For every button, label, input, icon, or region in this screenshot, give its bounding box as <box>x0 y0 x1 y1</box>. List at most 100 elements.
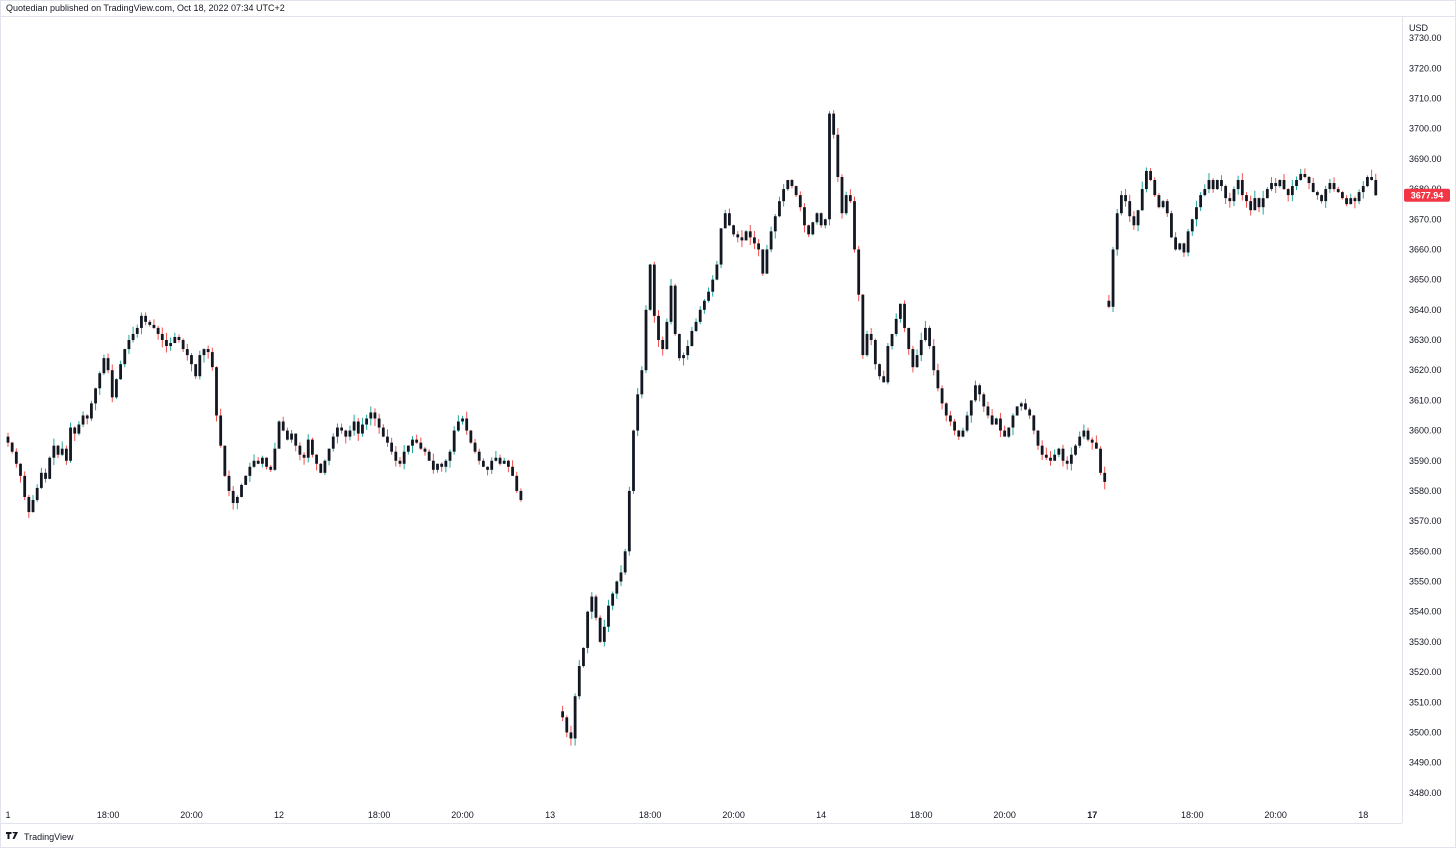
candle-body <box>64 448 68 461</box>
candle-body <box>1240 180 1244 196</box>
price-tick-label: 3590.00 <box>1409 456 1442 466</box>
time-tick-label: 18:00 <box>1181 810 1204 820</box>
price-tick-label: 3530.00 <box>1409 637 1442 647</box>
candle-body <box>1178 243 1182 250</box>
candle-body <box>1157 195 1161 208</box>
candle-body <box>994 418 998 425</box>
candle-body <box>915 355 919 368</box>
candle-body <box>1132 216 1136 226</box>
candle-body <box>936 370 940 389</box>
candle-body <box>1345 198 1348 205</box>
candle-body <box>661 340 665 350</box>
candle-body <box>323 460 327 473</box>
candle-body <box>652 264 656 316</box>
candle-body <box>865 333 869 356</box>
candle-body <box>736 234 740 238</box>
time-tick-label: 20:00 <box>180 810 203 820</box>
candle-body <box>19 463 22 476</box>
candle-body <box>665 321 669 350</box>
candle-body <box>773 216 777 232</box>
candle-body <box>1295 180 1298 187</box>
candle-body <box>1107 300 1111 307</box>
candle-body <box>919 340 923 356</box>
candle-body <box>23 475 27 497</box>
publisher-attribution: Quotedian published on TradingView.com, … <box>6 3 285 13</box>
candle-body <box>169 343 173 347</box>
candle-body <box>853 201 856 250</box>
candle-body <box>894 318 898 334</box>
candle-body <box>1170 213 1173 238</box>
candle-body <box>252 460 256 467</box>
candlestick-series <box>6 110 1378 746</box>
candle-body <box>415 439 419 443</box>
candle-body <box>1207 180 1211 190</box>
price-tick-label: 3610.00 <box>1409 395 1442 405</box>
candle-body <box>181 340 185 350</box>
candle-body <box>573 696 577 739</box>
candle-body <box>315 454 318 464</box>
price-axis[interactable]: USD 3480.003490.003500.003510.003520.003… <box>1402 17 1455 823</box>
candle-body <box>1253 198 1257 211</box>
price-tick-label: 3640.00 <box>1409 305 1442 315</box>
candle-body <box>156 327 160 334</box>
candle-body <box>1174 237 1177 250</box>
time-tick-label: 18:00 <box>368 810 391 820</box>
candle-body <box>1119 195 1123 214</box>
candle-body <box>828 113 831 220</box>
candle-body <box>607 605 610 627</box>
candle-body <box>1303 173 1307 177</box>
price-tick-label: 3700.00 <box>1409 124 1442 134</box>
time-axis[interactable]: 1 18:00 20:00 12 18:00 20:00 13 18:00 20:00 14 18:… <box>0 804 1402 823</box>
candle-body <box>336 427 339 437</box>
candle-body <box>31 499 35 513</box>
candle-body <box>1324 189 1328 202</box>
candle-body <box>836 134 840 177</box>
candle-body <box>90 403 93 419</box>
candle-body <box>728 213 731 226</box>
candlestick-plot-area[interactable] <box>0 17 1402 823</box>
price-tick-label: 3560.00 <box>1409 546 1442 556</box>
candle-body <box>461 418 464 422</box>
price-tick-label: 3490.00 <box>1409 758 1442 768</box>
candle-body <box>707 291 710 301</box>
price-tick-label: 3480.00 <box>1409 788 1442 798</box>
candle-body <box>594 596 598 618</box>
candle-body <box>102 358 106 374</box>
candle-body <box>210 352 214 368</box>
candle-body <box>1003 430 1007 437</box>
candle-body <box>248 466 252 476</box>
candle-body <box>1124 195 1127 202</box>
candle-body <box>448 451 452 461</box>
candle-body <box>1040 445 1044 455</box>
candle-body <box>861 294 865 356</box>
time-tick-label: 20:00 <box>993 810 1016 820</box>
time-tick-label: 1 <box>5 810 10 820</box>
candle-body <box>790 180 794 187</box>
candle-body <box>911 349 915 368</box>
candle-body <box>1245 195 1248 202</box>
candle-body <box>306 439 310 458</box>
candle-body <box>469 430 473 443</box>
candle-body <box>965 415 969 431</box>
candle-body <box>878 364 881 377</box>
candle-body <box>444 460 448 467</box>
candle-body <box>694 321 698 331</box>
candle-body <box>486 466 489 470</box>
candle-body <box>602 626 606 642</box>
candle-body <box>131 333 135 341</box>
candle-body <box>953 421 956 431</box>
candle-body <box>340 427 343 431</box>
candle-body <box>1307 176 1311 184</box>
candle-body <box>786 180 790 190</box>
candle-body <box>235 496 239 504</box>
candle-body <box>290 433 293 440</box>
candle-body <box>365 418 369 425</box>
price-tick-label: 3720.00 <box>1409 63 1442 73</box>
candle-body <box>640 370 644 395</box>
candle-body <box>673 285 677 334</box>
candle-body <box>148 321 152 325</box>
candle-body <box>869 333 873 341</box>
candle-body <box>227 475 231 491</box>
candle-body <box>627 490 631 552</box>
candle-body <box>256 460 260 464</box>
